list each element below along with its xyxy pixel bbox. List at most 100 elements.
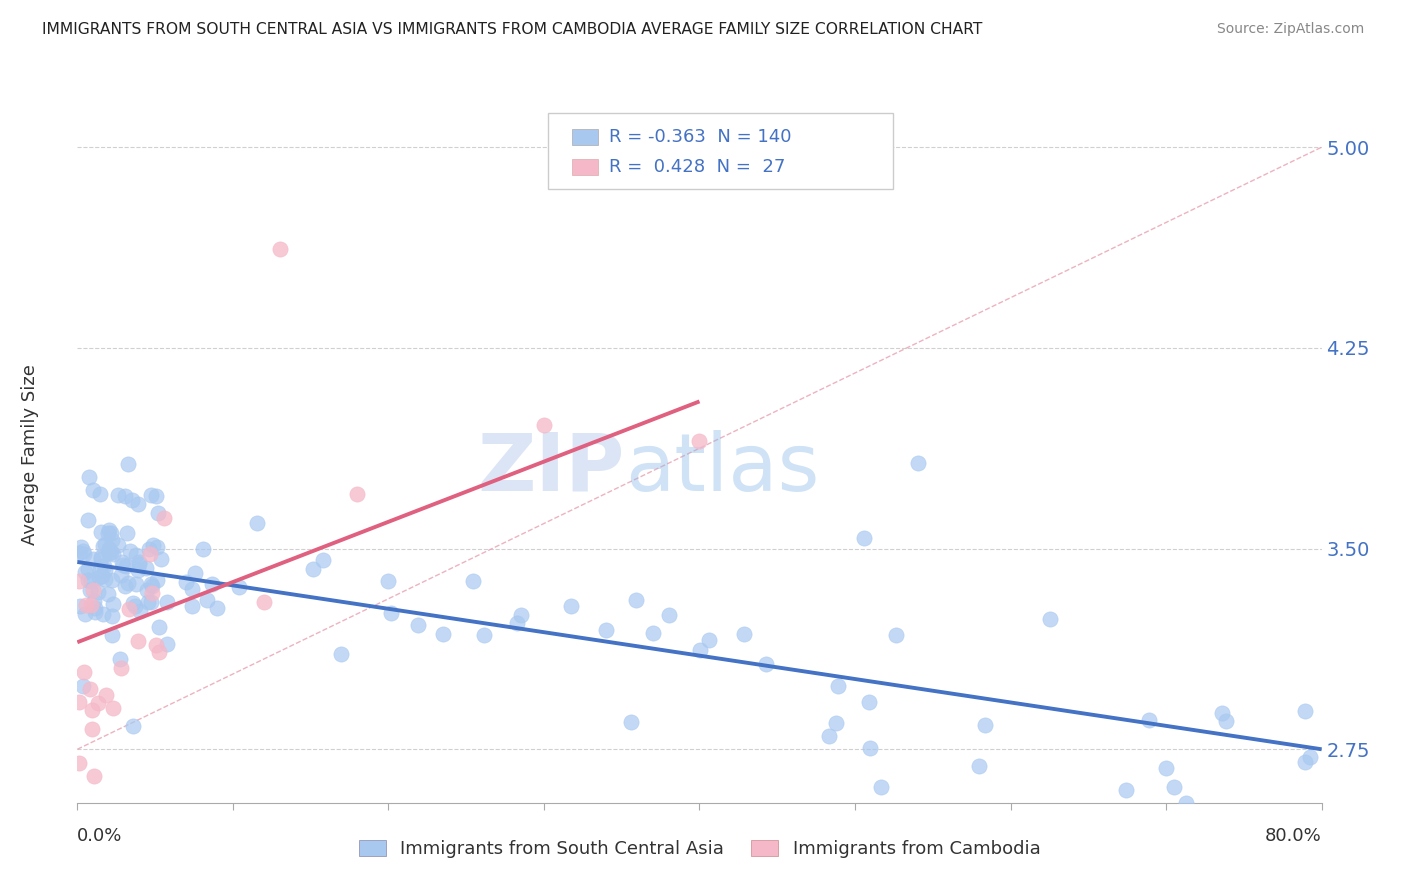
Point xyxy=(127,497,149,511)
Point xyxy=(94,563,117,577)
Point xyxy=(89,563,111,577)
Point xyxy=(122,719,145,733)
Point xyxy=(138,595,160,609)
Point xyxy=(1211,706,1233,721)
Point xyxy=(87,696,110,710)
Point xyxy=(148,620,170,634)
Point xyxy=(80,598,103,612)
Point xyxy=(121,492,143,507)
Point xyxy=(145,638,167,652)
Point xyxy=(90,524,112,539)
Point xyxy=(191,541,214,556)
Point xyxy=(699,632,721,647)
Point xyxy=(733,627,755,641)
Point xyxy=(79,682,101,697)
Text: 80.0%: 80.0% xyxy=(1265,827,1322,845)
Point xyxy=(128,558,150,572)
Point xyxy=(75,607,97,621)
Point xyxy=(330,648,353,662)
Point xyxy=(1294,704,1316,718)
Point xyxy=(73,665,96,679)
Point xyxy=(83,769,105,783)
Point xyxy=(135,561,157,575)
Point xyxy=(1039,612,1062,626)
Point xyxy=(146,506,169,520)
Point xyxy=(146,540,169,554)
Point xyxy=(506,615,529,630)
Point xyxy=(76,513,98,527)
Point xyxy=(75,599,97,613)
Point xyxy=(152,511,174,525)
Point xyxy=(755,657,778,672)
Point xyxy=(907,456,929,470)
Point xyxy=(1294,755,1316,769)
Point xyxy=(93,558,115,573)
Point xyxy=(1137,713,1160,727)
Point xyxy=(82,583,104,598)
Point xyxy=(149,552,172,566)
Point xyxy=(205,601,228,615)
Point xyxy=(120,544,142,558)
Point xyxy=(533,417,555,432)
Point xyxy=(620,715,643,730)
Legend: Immigrants from South Central Asia, Immigrants from Cambodia: Immigrants from South Central Asia, Immi… xyxy=(359,839,1040,858)
Point xyxy=(89,487,111,501)
Point xyxy=(114,579,136,593)
Point xyxy=(87,584,110,599)
Point xyxy=(853,531,876,545)
Point xyxy=(67,546,90,560)
Point xyxy=(87,570,110,584)
Point xyxy=(101,547,124,561)
Point xyxy=(79,583,101,598)
Point xyxy=(70,540,93,554)
Point xyxy=(139,595,162,609)
Point xyxy=(127,563,149,577)
Point xyxy=(96,688,118,702)
Point xyxy=(84,601,107,615)
Point xyxy=(1175,796,1198,810)
Point xyxy=(463,574,485,589)
Point xyxy=(80,723,103,737)
Point xyxy=(100,573,122,587)
Point xyxy=(406,618,429,632)
Point xyxy=(67,695,90,709)
Point xyxy=(509,608,531,623)
Point xyxy=(103,597,125,611)
Point xyxy=(827,679,849,693)
Point xyxy=(82,551,104,566)
Point xyxy=(181,582,204,597)
Point xyxy=(67,756,90,770)
Text: 0.0%: 0.0% xyxy=(77,827,122,845)
Point xyxy=(201,576,224,591)
Point xyxy=(195,593,218,607)
Point xyxy=(641,626,664,640)
Point xyxy=(117,457,139,471)
Point xyxy=(560,599,582,613)
Point xyxy=(115,558,138,573)
Point xyxy=(82,483,104,497)
Point xyxy=(100,526,122,541)
Point xyxy=(658,607,681,622)
Point xyxy=(117,575,139,590)
Point xyxy=(346,487,368,501)
Point xyxy=(969,759,991,773)
Point xyxy=(97,546,120,560)
Point xyxy=(107,488,129,502)
Point xyxy=(73,566,96,580)
Point xyxy=(97,587,120,601)
Point xyxy=(432,627,454,641)
Point xyxy=(141,586,163,600)
Point xyxy=(1115,783,1137,797)
Point xyxy=(80,703,103,717)
Point xyxy=(312,553,335,567)
Point xyxy=(72,679,94,693)
Point xyxy=(156,595,179,609)
Point xyxy=(72,547,94,561)
Point xyxy=(90,550,112,565)
Point xyxy=(1163,780,1185,794)
Point xyxy=(108,651,131,665)
Point xyxy=(595,623,617,637)
Point xyxy=(253,595,276,609)
Point xyxy=(689,642,711,657)
Point xyxy=(101,628,124,642)
